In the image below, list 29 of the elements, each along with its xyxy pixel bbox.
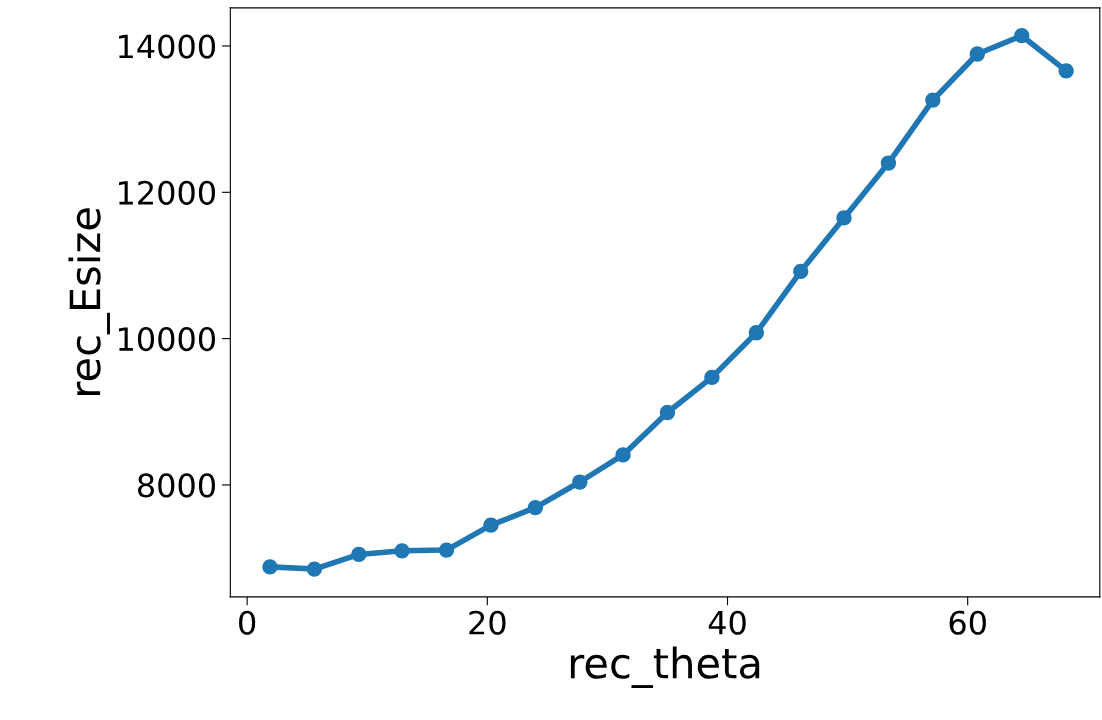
point <box>306 561 323 577</box>
x-tick-label: 0 <box>239 610 256 635</box>
point <box>969 46 985 62</box>
x-tick-label: 60 <box>949 610 986 635</box>
point <box>1058 63 1074 79</box>
point <box>262 559 278 575</box>
point <box>659 404 676 421</box>
point <box>704 369 720 386</box>
point <box>836 210 852 226</box>
x-tick-label: 40 <box>708 610 746 635</box>
point <box>438 542 455 558</box>
x-tick-label: 20 <box>469 610 506 635</box>
point <box>394 543 410 559</box>
point <box>793 263 809 279</box>
y-tick-label: 8000 <box>137 473 215 498</box>
y-tick-label: 12000 <box>119 180 215 205</box>
x-axis-title: rec_theta <box>570 646 760 689</box>
point <box>880 155 897 171</box>
point <box>351 546 367 563</box>
y-tick-label: 10000 <box>119 327 215 352</box>
point <box>572 474 588 490</box>
point <box>925 92 941 108</box>
point <box>615 447 631 463</box>
point <box>1014 28 1030 44</box>
point <box>748 325 764 341</box>
y-tick-label: 14000 <box>119 34 215 59</box>
point <box>483 517 499 533</box>
y-axis-title: rec_Esize <box>68 208 110 395</box>
point <box>527 499 543 516</box>
